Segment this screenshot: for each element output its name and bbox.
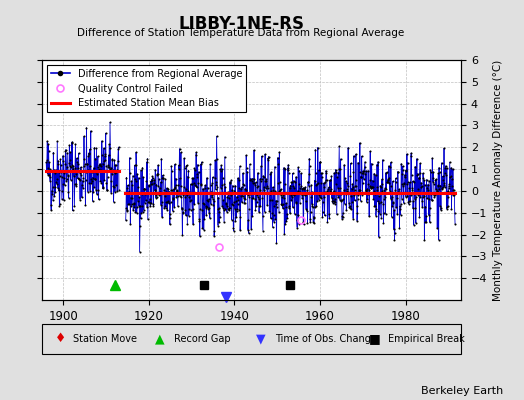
Text: Record Gap: Record Gap (174, 334, 231, 344)
Text: ▼: ▼ (256, 332, 265, 346)
Text: ♦: ♦ (54, 332, 66, 346)
Text: Station Move: Station Move (73, 334, 137, 344)
Text: Berkeley Earth: Berkeley Earth (421, 386, 503, 396)
Y-axis label: Monthly Temperature Anomaly Difference (°C): Monthly Temperature Anomaly Difference (… (493, 59, 503, 301)
Text: ■: ■ (369, 332, 380, 346)
Text: LIBBY-1NE-RS: LIBBY-1NE-RS (178, 15, 304, 33)
Text: ▲: ▲ (155, 332, 165, 346)
Text: Time of Obs. Change: Time of Obs. Change (275, 334, 376, 344)
Legend: Difference from Regional Average, Quality Control Failed, Estimated Station Mean: Difference from Regional Average, Qualit… (47, 65, 246, 112)
Text: Difference of Station Temperature Data from Regional Average: Difference of Station Temperature Data f… (78, 28, 405, 38)
Text: Empirical Break: Empirical Break (388, 334, 464, 344)
